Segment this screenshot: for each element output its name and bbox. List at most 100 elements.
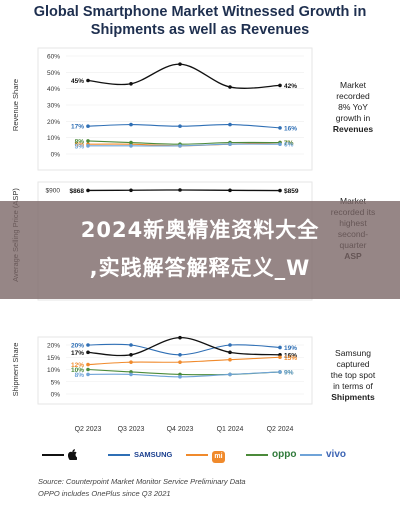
note-line: growth in bbox=[335, 113, 371, 123]
note-line: 8% YoY bbox=[338, 102, 368, 112]
legend-swatch bbox=[300, 454, 322, 456]
series-start-label: 12% bbox=[71, 362, 84, 369]
note-line: the top spot bbox=[330, 370, 376, 380]
note-line: recorded bbox=[336, 91, 370, 101]
data-point bbox=[228, 188, 232, 193]
legend-swatch bbox=[246, 454, 268, 456]
x-tick-label: Q4 2023 bbox=[167, 426, 194, 433]
data-point bbox=[228, 350, 232, 355]
note-line: Revenues bbox=[332, 124, 374, 134]
y-tick-label: 20% bbox=[47, 343, 60, 350]
series-line bbox=[87, 124, 281, 129]
y-tick-label: $900 bbox=[46, 188, 61, 195]
series-start-label: 10% bbox=[71, 367, 84, 374]
series-start-label: 5% bbox=[75, 143, 85, 150]
y-tick-label: 0% bbox=[51, 392, 61, 399]
data-point bbox=[228, 85, 232, 89]
title-line-1: Global Smartphone Market Witnessed Growt… bbox=[33, 4, 367, 20]
data-point bbox=[178, 360, 182, 364]
data-point bbox=[228, 142, 232, 146]
series-end-label: 7% bbox=[284, 140, 294, 147]
series-start-label: 45% bbox=[71, 78, 84, 85]
data-point bbox=[178, 144, 182, 148]
data-point bbox=[86, 144, 90, 148]
data-point bbox=[86, 350, 90, 355]
series-start-label: $868 bbox=[70, 188, 85, 195]
series-line bbox=[87, 343, 281, 356]
oppo-footnote: OPPO includes OnePlus since Q3 2021 bbox=[38, 489, 171, 498]
panel-frame-0 bbox=[37, 47, 313, 171]
data-point bbox=[278, 126, 282, 130]
data-point bbox=[278, 142, 282, 146]
data-point bbox=[129, 188, 133, 193]
data-point bbox=[86, 362, 90, 367]
y-tick-label: 60% bbox=[47, 54, 60, 61]
chart-title: Global Smartphone Market Witnessed Growt… bbox=[10, 3, 390, 39]
series-end-label: 9% bbox=[284, 369, 294, 376]
legend-swatch bbox=[186, 454, 208, 456]
series-line bbox=[87, 336, 281, 357]
series-end-label: 16% bbox=[284, 352, 297, 359]
note-line: Samsung bbox=[335, 348, 371, 358]
data-point bbox=[178, 62, 182, 66]
series-start-label: 8% bbox=[75, 372, 85, 379]
series-end-label: 42% bbox=[284, 83, 297, 90]
y-tick-label: 20% bbox=[47, 119, 60, 126]
x-tick-label: Q2 2023 bbox=[75, 426, 102, 433]
data-point bbox=[86, 139, 90, 143]
y-tick-label: 50% bbox=[47, 70, 60, 77]
legend-swatch bbox=[108, 454, 130, 456]
title-line-2: Shipments as well as Revenues bbox=[90, 22, 310, 38]
y-tick-label: 15% bbox=[47, 355, 60, 362]
data-point bbox=[86, 343, 90, 347]
series-end-label: 19% bbox=[284, 345, 297, 352]
note-line: Market bbox=[340, 80, 366, 90]
series-line bbox=[87, 63, 281, 89]
data-point bbox=[178, 188, 182, 192]
data-point bbox=[178, 353, 182, 357]
series-end-label: 15% bbox=[284, 355, 297, 362]
y-tick-label: 10% bbox=[47, 367, 60, 374]
note-line: in terms of bbox=[333, 381, 373, 391]
data-point bbox=[278, 345, 282, 350]
data-point bbox=[129, 140, 133, 145]
data-point bbox=[129, 360, 133, 364]
note-line: captured bbox=[336, 359, 370, 369]
series-start-label: 17% bbox=[71, 124, 84, 131]
watermark-overlay bbox=[0, 201, 400, 299]
legend-swatch bbox=[42, 454, 64, 456]
oppo-logo: oppo bbox=[272, 449, 297, 460]
data-point bbox=[86, 78, 90, 83]
samsung-logo: SAMSUNG bbox=[134, 450, 173, 459]
data-point bbox=[278, 370, 282, 374]
x-tick-label: Q3 2023 bbox=[118, 426, 145, 433]
data-point bbox=[129, 144, 133, 148]
data-point bbox=[86, 372, 90, 377]
data-point bbox=[278, 355, 282, 360]
data-point bbox=[129, 353, 133, 357]
series-end-label: 9% bbox=[284, 369, 294, 376]
data-point bbox=[129, 81, 133, 86]
chart-panel-0: Revenue Share 0% 10% 20% 30% 40% 50% 60% 45% 42% 1… bbox=[11, 54, 304, 159]
series-start-label: 8% bbox=[75, 138, 85, 145]
data-point bbox=[86, 124, 90, 129]
y-tick-label: 40% bbox=[47, 86, 60, 93]
shipment-note: Samsung captured the top spot in terms of Sh… bbox=[318, 348, 388, 403]
note-line: Shipments bbox=[331, 392, 375, 402]
data-point bbox=[178, 375, 182, 379]
series-end-label: 16% bbox=[284, 125, 297, 132]
data-point bbox=[278, 83, 282, 88]
overlay-headline-1: 2024新奥精准资料大全 bbox=[80, 218, 320, 242]
overlay-headline-2: ,实践解答解释定义_W bbox=[89, 256, 311, 280]
series-start-label: 20% bbox=[71, 343, 84, 350]
series-start-label: 6% bbox=[75, 142, 85, 149]
data-point bbox=[278, 188, 282, 193]
source-footnote: Source: Counterpoint Market Monitor Serv… bbox=[38, 477, 246, 486]
x-tick-label: Q2 2024 bbox=[267, 426, 294, 433]
data-point bbox=[228, 122, 232, 127]
data-point bbox=[129, 343, 133, 347]
series-end-label: 7% bbox=[284, 140, 294, 147]
y-tick-label: 0% bbox=[51, 152, 61, 159]
revenue-note: Market recorded 8% YoY growth in Revenues bbox=[318, 80, 388, 135]
series-line bbox=[87, 189, 281, 192]
